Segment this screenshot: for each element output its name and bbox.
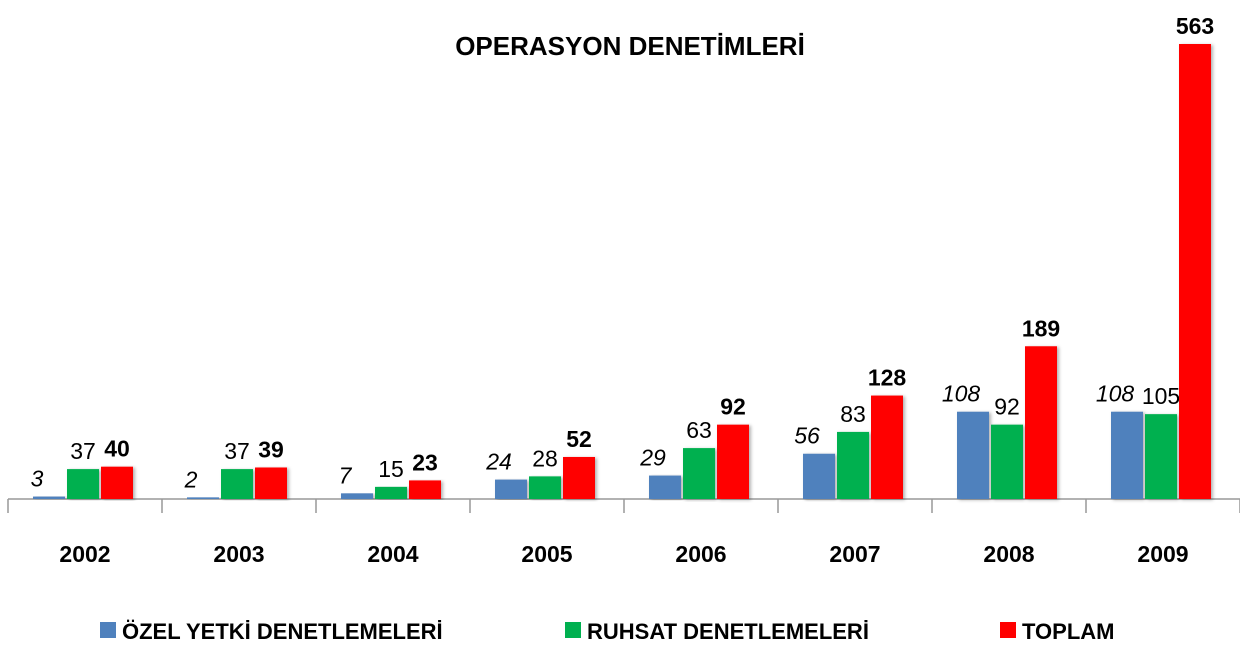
data-label: 37 xyxy=(70,438,96,464)
bar xyxy=(563,456,595,499)
legend-swatch xyxy=(565,622,581,638)
bar xyxy=(495,479,527,499)
bar xyxy=(529,476,561,499)
legend-swatch xyxy=(1000,622,1016,638)
bar xyxy=(33,496,65,499)
legend-label: ÖZEL YETKİ DENETLEMELERİ xyxy=(122,619,443,644)
x-tick-label: 2006 xyxy=(675,541,726,567)
chart-title: OPERASYON DENETİMLERİ xyxy=(455,31,805,61)
data-label: 2 xyxy=(184,466,198,492)
data-label: 128 xyxy=(868,365,907,391)
bar xyxy=(255,467,287,499)
bar xyxy=(409,480,441,499)
data-label: 24 xyxy=(485,449,512,475)
bar xyxy=(837,431,869,499)
legend-swatch xyxy=(100,622,116,638)
data-label: 52 xyxy=(566,426,592,452)
bar xyxy=(375,486,407,499)
bar xyxy=(991,424,1023,499)
bar xyxy=(221,469,253,499)
x-tick-label: 2003 xyxy=(213,541,264,567)
x-tick-label: 2008 xyxy=(983,541,1034,567)
bar xyxy=(1179,44,1211,499)
x-tick-label: 2002 xyxy=(59,541,110,567)
bar xyxy=(957,411,989,499)
data-label: 563 xyxy=(1176,13,1214,39)
data-label: 23 xyxy=(412,449,438,475)
data-label: 83 xyxy=(840,401,866,427)
data-label: 56 xyxy=(794,423,820,449)
bar xyxy=(341,493,373,499)
data-label: 29 xyxy=(639,445,666,471)
bar xyxy=(101,466,133,499)
data-label: 92 xyxy=(720,394,746,420)
bar xyxy=(683,448,715,499)
bar xyxy=(187,497,219,499)
bar xyxy=(67,469,99,499)
data-label: 108 xyxy=(1096,381,1135,407)
data-label: 40 xyxy=(104,436,130,462)
data-label: 63 xyxy=(686,417,712,443)
data-label: 108 xyxy=(942,381,981,407)
data-label: 3 xyxy=(31,466,44,492)
x-tick-label: 2004 xyxy=(367,541,418,567)
x-tick-label: 2005 xyxy=(521,541,572,567)
data-label: 92 xyxy=(994,394,1020,420)
data-label: 105 xyxy=(1142,383,1180,409)
x-tick-label: 2009 xyxy=(1137,541,1188,567)
data-label: 15 xyxy=(378,456,404,482)
bar xyxy=(717,424,749,499)
data-label: 28 xyxy=(532,445,558,471)
legend-label: TOPLAM xyxy=(1022,619,1114,644)
x-tick-label: 2007 xyxy=(829,541,880,567)
bar xyxy=(803,453,835,499)
bar xyxy=(1111,411,1143,499)
data-label: 7 xyxy=(339,462,353,488)
data-label: 37 xyxy=(224,438,250,464)
legend-label: RUHSAT DENETLEMELERİ xyxy=(587,619,869,644)
bar xyxy=(649,475,681,499)
data-label: 39 xyxy=(258,436,284,462)
bar xyxy=(1145,414,1177,499)
bar xyxy=(1025,346,1057,499)
data-label: 189 xyxy=(1022,315,1060,341)
bar xyxy=(871,395,903,499)
